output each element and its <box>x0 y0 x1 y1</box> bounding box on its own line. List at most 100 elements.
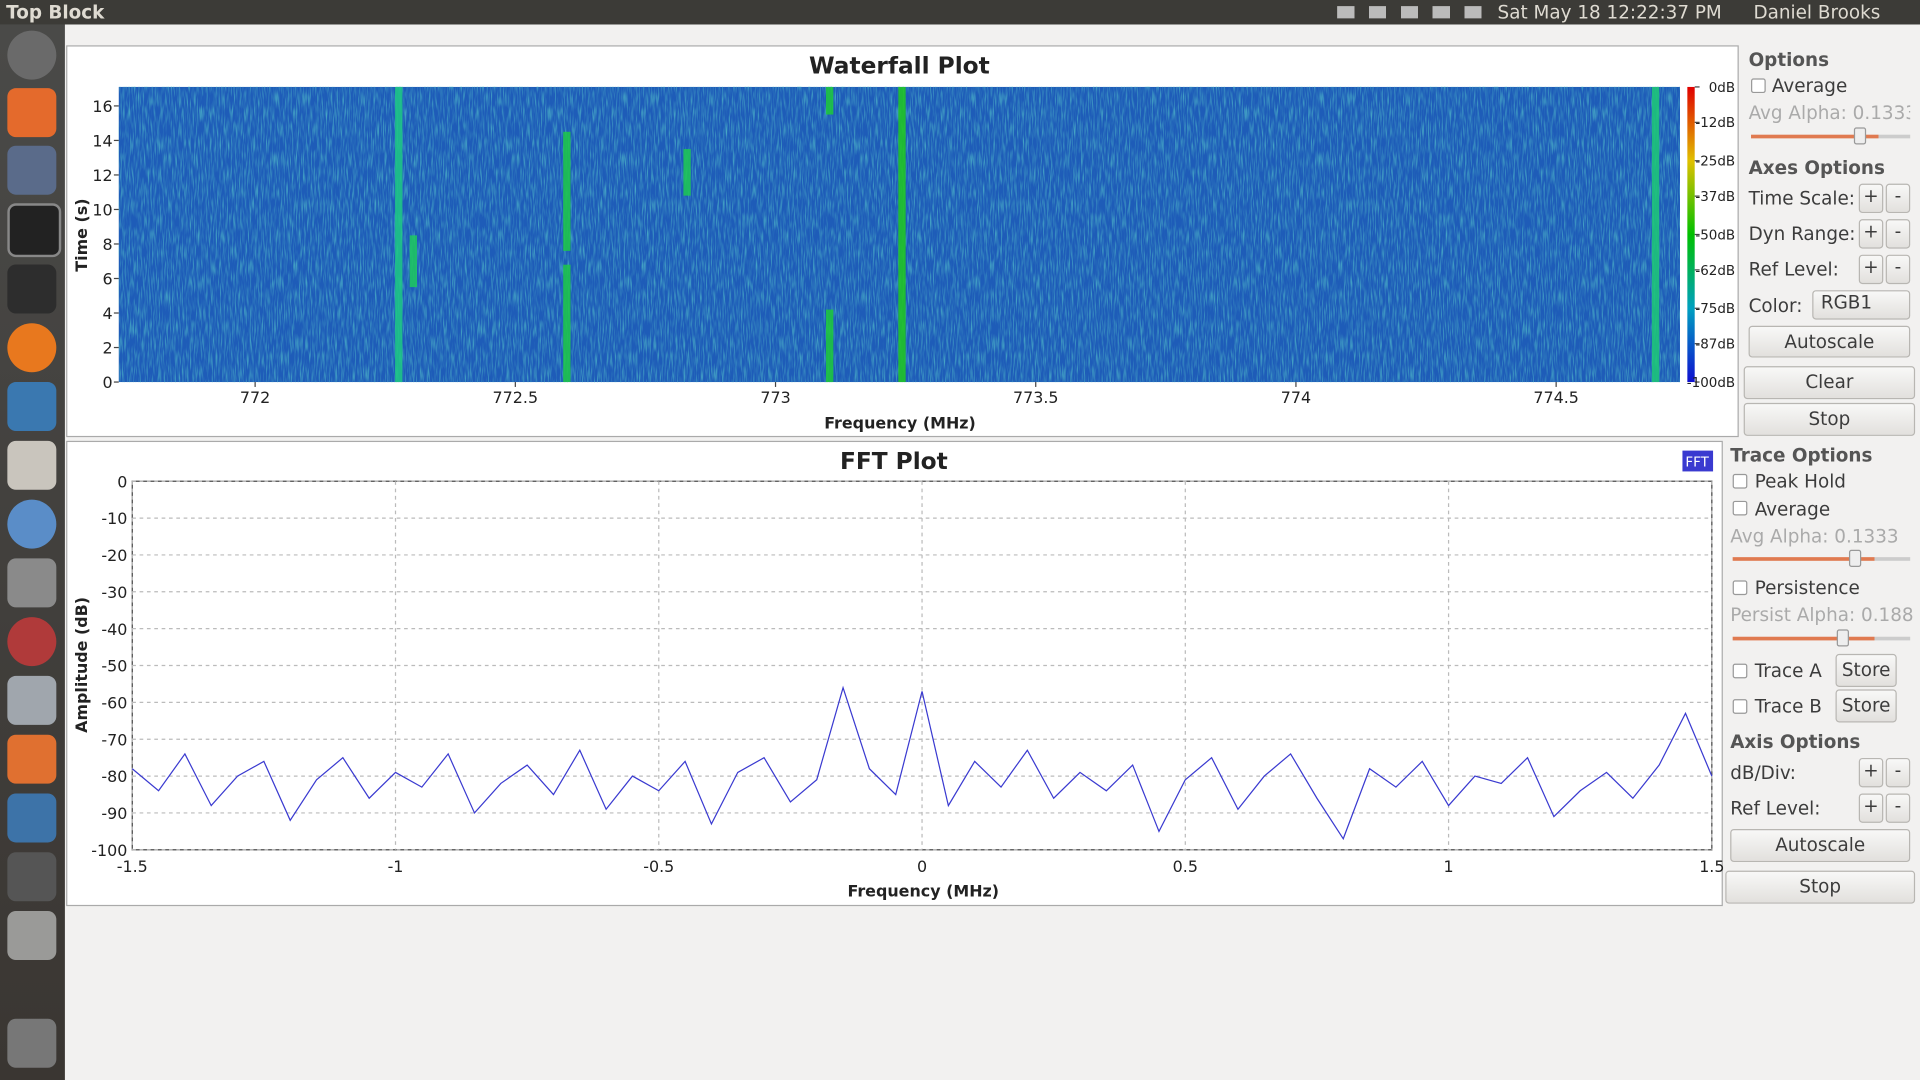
button[interactable]: Stop <box>1743 402 1916 436</box>
x-tick-label: 0 <box>917 857 927 876</box>
waterfall-signal <box>395 86 403 383</box>
button[interactable]: + <box>1858 254 1884 285</box>
button[interactable]: Store <box>1835 653 1897 687</box>
button[interactable]: + <box>1858 793 1884 823</box>
waterfall-signal <box>683 149 691 196</box>
launcher-icon[interactable] <box>7 1018 57 1068</box>
label: Ref Level: <box>1730 797 1821 820</box>
launcher-icon[interactable] <box>7 617 57 667</box>
launcher-icon[interactable] <box>7 852 57 902</box>
launcher-icon[interactable] <box>7 734 57 784</box>
slider-knob[interactable] <box>1853 127 1867 145</box>
button[interactable]: Clear <box>1743 366 1916 400</box>
launcher-icon[interactable] <box>7 203 62 258</box>
y-tick-label: -100 <box>91 841 127 860</box>
button[interactable]: + <box>1858 219 1884 249</box>
top-bar: Top Block Sat May 18 12:22:37 PM Daniel … <box>0 0 1920 25</box>
window-title: Top Block <box>6 1 105 24</box>
checkbox[interactable] <box>1732 699 1748 714</box>
label: Avg Alpha: 0.1333 <box>1748 101 1911 124</box>
clock[interactable]: Sat May 18 12:22:37 PM <box>1497 1 1722 24</box>
button[interactable]: - <box>1885 254 1911 285</box>
launcher-icon[interactable] <box>7 30 57 80</box>
colorbar-tick-label: 0dB <box>1709 81 1735 96</box>
y-tick-label: 0 <box>103 373 113 392</box>
button[interactable]: Autoscale <box>1748 325 1911 358</box>
y-axis-label: Time (s) <box>72 198 91 271</box>
colorbar <box>1687 86 1695 383</box>
plot-title: FFT Plot <box>840 448 948 475</box>
slider-knob[interactable] <box>1848 549 1862 567</box>
button[interactable]: Store <box>1835 689 1897 723</box>
button[interactable]: Stop <box>1725 870 1916 904</box>
button[interactable]: - <box>1885 757 1911 788</box>
button[interactable]: Autoscale <box>1730 828 1911 863</box>
slider[interactable] <box>1751 134 1911 139</box>
launcher <box>0 24 65 1080</box>
label: Ref Level: <box>1748 258 1839 281</box>
y-tick-label: 16 <box>92 97 112 116</box>
waterfall-signal <box>898 86 906 383</box>
label: Average <box>1771 74 1848 97</box>
x-tick-label: -1.5 <box>117 857 148 876</box>
waterfall-signal <box>409 235 418 288</box>
y-tick-label: 2 <box>103 339 113 358</box>
y-tick-label: 14 <box>92 132 112 151</box>
button[interactable]: - <box>1885 219 1911 249</box>
launcher-icon[interactable] <box>7 675 57 725</box>
waterfall-signal <box>825 86 834 115</box>
user-menu[interactable]: Daniel Brooks <box>1753 1 1881 24</box>
colorbar-tick-label: -62dB <box>1695 264 1735 279</box>
y-tick-label: -20 <box>101 546 127 565</box>
launcher-icon[interactable] <box>7 88 57 138</box>
label: dB/Div: <box>1730 761 1796 784</box>
colorbar-tick-label: -37dB <box>1695 190 1735 205</box>
label: Trace B <box>1754 695 1822 718</box>
launcher-icon[interactable] <box>7 499 57 549</box>
label: Trace A <box>1754 660 1822 683</box>
launcher-icon[interactable] <box>7 264 57 314</box>
label: Color: <box>1748 295 1803 318</box>
waterfall-signal <box>563 264 571 383</box>
waterfall-signal <box>1651 86 1660 383</box>
launcher-icon[interactable] <box>7 145 57 195</box>
waterfall-signal <box>563 131 571 251</box>
y-tick-label: -80 <box>101 767 127 786</box>
color-select[interactable]: RGB1 <box>1812 290 1911 320</box>
colorbar-tick-label: -50dB <box>1695 228 1735 243</box>
checkbox[interactable] <box>1732 473 1748 489</box>
launcher-icon[interactable] <box>7 440 57 490</box>
x-tick-label: 1 <box>1444 857 1454 876</box>
colorbar-tick-label: -75dB <box>1695 302 1735 317</box>
slider-knob[interactable] <box>1836 629 1849 647</box>
checkbox[interactable] <box>1751 78 1766 94</box>
launcher-icon[interactable] <box>7 558 57 608</box>
checkbox[interactable] <box>1732 580 1748 596</box>
x-tick-label: 774 <box>1281 388 1311 407</box>
x-tick-label: -0.5 <box>643 857 674 876</box>
launcher-icon[interactable] <box>7 323 57 373</box>
button[interactable]: - <box>1885 183 1911 214</box>
checkbox[interactable] <box>1732 500 1748 516</box>
button[interactable]: + <box>1858 757 1884 788</box>
section-title: Options <box>1748 48 1830 72</box>
launcher-icon[interactable] <box>7 382 57 432</box>
label: Time Scale: <box>1748 187 1855 210</box>
button[interactable]: + <box>1858 183 1884 214</box>
slider[interactable] <box>1732 557 1911 561</box>
x-tick-label: 1.5 <box>1699 857 1724 876</box>
launcher-icon[interactable] <box>7 911 57 961</box>
colorbar-tick-label: -25dB <box>1695 155 1735 170</box>
colorbar-tick-label: -87dB <box>1695 338 1735 353</box>
y-tick-label: -70 <box>101 730 127 749</box>
checkbox[interactable] <box>1732 663 1748 679</box>
y-axis-label: Amplitude (dB) <box>72 597 91 733</box>
y-tick-label: -50 <box>101 657 127 676</box>
section-title: Axis Options <box>1730 731 1861 754</box>
x-axis-label: Frequency (MHz) <box>847 881 999 900</box>
slider[interactable] <box>1732 636 1911 641</box>
launcher-icon[interactable] <box>7 793 57 843</box>
button[interactable]: - <box>1885 793 1911 823</box>
